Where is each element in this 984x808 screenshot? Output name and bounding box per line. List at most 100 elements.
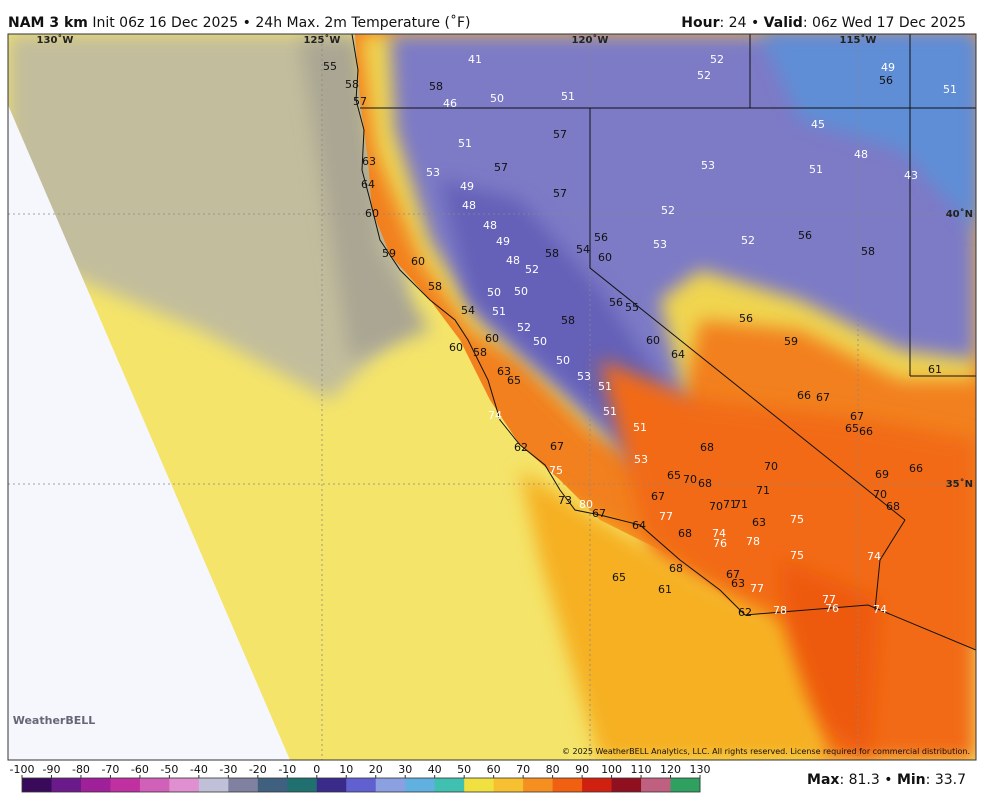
colorbar-tick-label: -90 xyxy=(42,763,60,776)
land-cold xyxy=(390,34,976,470)
station-value: 74 xyxy=(712,527,726,540)
station-value: 76 xyxy=(713,537,727,550)
station-value: 56 xyxy=(594,231,608,244)
colorbar-segment xyxy=(257,778,288,792)
station-value: 58 xyxy=(473,346,487,359)
station-value: 75 xyxy=(549,464,563,477)
station-value: 57 xyxy=(494,161,508,174)
station-value: 50 xyxy=(487,286,501,299)
station-value: 51 xyxy=(598,380,612,393)
colorbar-segment xyxy=(552,778,583,792)
longitude-label: 115˚W xyxy=(840,34,877,46)
station-value: 75 xyxy=(790,513,804,526)
station-value: 71 xyxy=(756,484,770,497)
station-value: 52 xyxy=(517,321,531,334)
station-value: 66 xyxy=(909,462,923,475)
colorbar-tick-label: -60 xyxy=(131,763,149,776)
colorbar-tick-label: -50 xyxy=(160,763,178,776)
colorbar-tick-label: -100 xyxy=(10,763,35,776)
station-value: 77 xyxy=(659,510,673,523)
station-value: 45 xyxy=(811,118,825,131)
station-value: 70 xyxy=(709,500,723,513)
colorbar-tick-label: -20 xyxy=(249,763,267,776)
station-value: 54 xyxy=(576,243,590,256)
station-value: 70 xyxy=(873,488,887,501)
station-value: 56 xyxy=(609,296,623,309)
max-value: : 81.3 • xyxy=(839,772,892,788)
station-value: 53 xyxy=(577,370,591,383)
station-value: 69 xyxy=(875,468,889,481)
station-value: 66 xyxy=(797,389,811,402)
station-value: 48 xyxy=(506,254,520,267)
station-value: 67 xyxy=(550,440,564,453)
colorbar-segment xyxy=(169,778,200,792)
station-value: 52 xyxy=(741,234,755,247)
station-value: 56 xyxy=(798,229,812,242)
land-warm xyxy=(600,360,976,760)
station-value: 58 xyxy=(429,80,443,93)
longitude-label: 130˚W xyxy=(37,34,74,46)
station-value: 50 xyxy=(556,354,570,367)
colorbar-segment xyxy=(287,778,318,792)
station-value: 48 xyxy=(462,199,476,212)
station-value: 67 xyxy=(726,568,740,581)
init: Init 06z 16 Dec 2025 xyxy=(92,15,238,31)
latitude-label: 35˚N xyxy=(946,478,973,490)
station-value: 56 xyxy=(879,74,893,87)
hour-value: : 24 • xyxy=(720,15,760,31)
station-value: 58 xyxy=(345,78,359,91)
colorbar-segment xyxy=(346,778,377,792)
colorbar-segment xyxy=(464,778,495,792)
longitude-label: 120˚W xyxy=(572,34,609,46)
colorbar-segment xyxy=(110,778,141,792)
station-value: 59 xyxy=(382,247,396,260)
station-value: 67 xyxy=(651,490,665,503)
station-value: 77 xyxy=(750,582,764,595)
station-value: 65 xyxy=(845,422,859,435)
colorbar-segment xyxy=(670,778,701,792)
product: 24h Max. 2m Temperature (˚F) xyxy=(255,14,470,31)
colorbar-tick-label: 10 xyxy=(339,763,353,776)
station-value: 58 xyxy=(861,245,875,258)
station-value: 53 xyxy=(426,166,440,179)
station-value: 43 xyxy=(904,169,918,182)
station-value: 74 xyxy=(873,603,887,616)
colorbar-tick-label: 80 xyxy=(546,763,560,776)
station-value: 51 xyxy=(492,305,506,318)
station-value: 60 xyxy=(485,332,499,345)
station-value: 48 xyxy=(483,219,497,232)
station-value: 53 xyxy=(653,238,667,251)
colorbar-segment xyxy=(375,778,406,792)
colorbar-tick-label: 110 xyxy=(631,763,652,776)
station-value: 75 xyxy=(790,549,804,562)
station-value: 80 xyxy=(579,498,593,511)
colorbar-segment xyxy=(228,778,259,792)
station-value: 66 xyxy=(859,425,873,438)
station-value: 68 xyxy=(678,527,692,540)
colorbar: -100 -90 -80 -70 -60 -50 -40 -30 -20 -10 0 10 20 30 40… xyxy=(10,763,711,793)
footer: Max: 81.3 • Min: 33.7 xyxy=(807,772,966,788)
station-value: 77 xyxy=(822,593,836,606)
colorbar-segment xyxy=(611,778,642,792)
station-value: 65 xyxy=(667,469,681,482)
map-frame xyxy=(7,33,977,761)
station-value: 64 xyxy=(632,519,646,532)
station-value: 54 xyxy=(461,304,475,317)
station-value: 67 xyxy=(850,410,864,423)
colorbar-tick-label: 60 xyxy=(487,763,501,776)
station-value: 62 xyxy=(738,606,752,619)
station-value: 68 xyxy=(700,441,714,454)
station-value: 51 xyxy=(633,421,647,434)
colorbar-frame xyxy=(21,777,701,793)
station-value: 51 xyxy=(603,405,617,418)
station-value: 57 xyxy=(553,128,567,141)
colorbar-tick-label: 90 xyxy=(575,763,589,776)
station-value: 74 xyxy=(867,550,881,563)
header-right: Hour: 24 • Valid: 06z Wed 17 Dec 2025 xyxy=(681,15,966,31)
station-value: 78 xyxy=(773,604,787,617)
station-value: 51 xyxy=(809,163,823,176)
colorbar-tick-label: 100 xyxy=(601,763,622,776)
station-value: 60 xyxy=(598,251,612,264)
station-value: 58 xyxy=(545,247,559,260)
station-value: 73 xyxy=(558,494,572,507)
